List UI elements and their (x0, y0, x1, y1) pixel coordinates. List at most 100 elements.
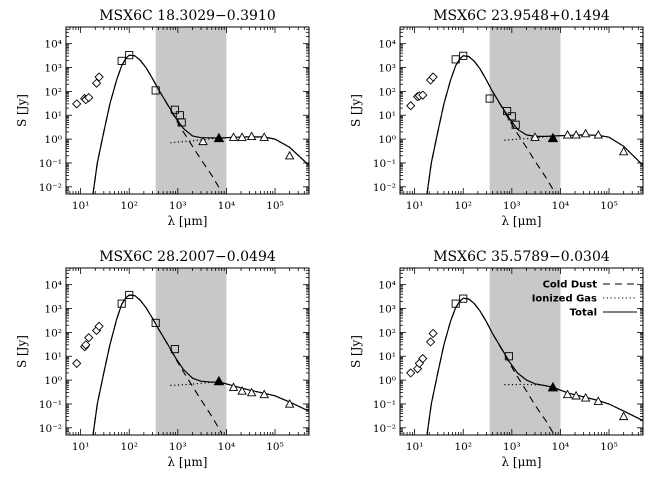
y-tick-label: 10⁴ (44, 39, 62, 51)
triangle-point (580, 392, 591, 402)
chart-title: MSX6C 28.2007−0.0494 (99, 249, 276, 265)
plot-area (406, 27, 643, 194)
chart-title: MSX6C 18.3029−0.3910 (99, 8, 276, 24)
square-point (125, 51, 134, 60)
y-tick-label: 10⁻² (373, 182, 396, 194)
y-tick-label: 10⁻¹ (39, 158, 62, 170)
square-point (125, 290, 134, 300)
x-tick-label: 10¹ (72, 200, 90, 212)
triangle-point (259, 132, 270, 141)
triangle-point (228, 382, 239, 391)
x-tick-label: 10⁴ (552, 441, 570, 453)
y-tick-label: 10³ (44, 63, 62, 75)
square-point (511, 120, 520, 129)
filled-triangle-point (213, 375, 225, 386)
y-tick-label: 10² (44, 327, 62, 339)
total-curve (426, 297, 643, 435)
plot-area (72, 268, 309, 435)
triangle-point (237, 132, 247, 141)
square-point (507, 112, 516, 121)
square-point (459, 294, 468, 303)
diamond-point (428, 72, 438, 82)
triangle-point (580, 128, 591, 138)
y-tick-label: 10⁻² (373, 423, 396, 435)
diamond-point (94, 321, 104, 331)
y-tick-label: 10⁻¹ (39, 399, 62, 411)
y-tick-label: 10² (44, 86, 62, 98)
diamond-point (94, 72, 104, 82)
y-tick-label: 10² (378, 327, 396, 339)
legend-label: Cold Dust (543, 280, 598, 291)
x-tick-label: 10³ (503, 441, 521, 453)
triangle-point (284, 150, 295, 160)
x-axis-label: λ [μm] (502, 455, 542, 469)
x-tick-label: 10³ (503, 200, 521, 212)
square-point (151, 86, 160, 95)
diamond-point (406, 368, 416, 378)
y-axis-label: S [Jy] (15, 94, 29, 127)
total-curve (92, 294, 309, 435)
x-tick-label: 10² (120, 200, 138, 212)
y-tick-label: 10³ (378, 63, 396, 75)
plot-area (72, 27, 309, 194)
x-tick-label: 10⁵ (600, 200, 618, 212)
triangle-point (228, 132, 239, 141)
diamond-point (418, 90, 428, 100)
x-tick-label: 10⁵ (600, 441, 618, 453)
triangle-point (562, 129, 573, 139)
triangle-point (571, 129, 581, 139)
plot-frame (399, 267, 644, 436)
diamond-point (91, 78, 102, 88)
triangle-point (618, 146, 629, 156)
legend-label: Ionized Gas (532, 294, 597, 305)
chart-title: MSX6C 35.5789−0.0304 (433, 249, 610, 265)
chart-panel-4: 10¹ 10² 10³ 10⁴ 10⁵ 10⁻² 10⁻¹ 10⁰ 10¹ 10² 10³ 10⁴ MS… (349, 249, 644, 469)
x-tick-label: 10⁴ (218, 200, 236, 212)
square-point (503, 106, 512, 116)
square-point (504, 352, 513, 361)
x-axis-label: λ [μm] (168, 455, 208, 469)
chart-panel-1: 10¹ 10² 10³ 10⁴ 10⁵ 10⁻² 10⁻¹ 10⁰ 10¹ 10² 10³ 10⁴ MS… (15, 8, 310, 228)
y-tick-label: 10¹ (44, 351, 62, 363)
x-tick-label: 10⁵ (266, 200, 284, 212)
y-tick-label: 10⁴ (378, 280, 396, 292)
y-axis-label: S [Jy] (349, 94, 363, 127)
plot-frame (65, 267, 310, 436)
total-curve (426, 55, 643, 194)
x-tick-label: 10² (120, 441, 138, 453)
triangle-point (562, 389, 573, 399)
x-tick-label: 10⁴ (552, 200, 570, 212)
y-tick-label: 10⁻² (39, 182, 62, 194)
x-tick-label: 10¹ (72, 441, 90, 453)
filled-triangle-point (213, 132, 225, 143)
x-tick-label: 10² (454, 200, 472, 212)
square-point (177, 118, 186, 127)
square-point (117, 56, 126, 65)
tick-marks (66, 27, 309, 194)
triangle-point (246, 131, 257, 141)
total-curve (92, 54, 309, 194)
x-tick-label: 10² (454, 441, 472, 453)
triangle-point (237, 386, 247, 395)
y-tick-label: 10⁰ (378, 134, 396, 146)
square-point (170, 105, 179, 114)
triangle-point (593, 129, 604, 139)
chart-panel-3: 10¹ 10² 10³ 10⁴ 10⁵ 10⁻² 10⁻¹ 10⁰ 10¹ 10² 10³ 10⁴ MS… (15, 249, 310, 469)
filled-triangle-point (547, 381, 559, 392)
diamond-point (425, 337, 436, 347)
y-tick-label: 10⁴ (378, 39, 396, 51)
x-tick-label: 10³ (169, 441, 187, 453)
square-point (151, 318, 160, 327)
x-tick-label: 10³ (169, 200, 187, 212)
y-tick-label: 10² (378, 86, 396, 98)
triangle-point (618, 411, 629, 421)
tick-marks (66, 268, 309, 435)
y-axis-label: S [Jy] (15, 335, 29, 368)
square-point (170, 345, 179, 354)
y-tick-label: 10¹ (378, 110, 396, 122)
tick-marks (400, 268, 643, 435)
x-tick-label: 10¹ (406, 200, 424, 212)
y-axis-label: S [Jy] (349, 335, 363, 368)
square-point (451, 299, 460, 308)
